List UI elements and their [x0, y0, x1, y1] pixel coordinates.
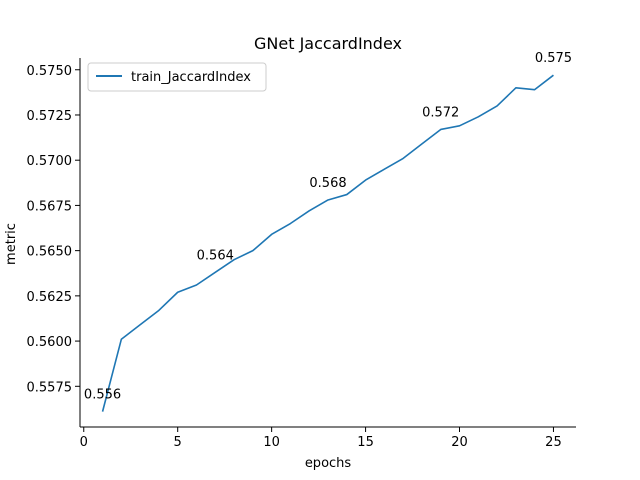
y-tick-label: 0.5650 [27, 245, 73, 260]
legend-frame [87, 62, 267, 92]
x-tick-label: 0 [80, 435, 88, 450]
x-tick-label: 15 [357, 435, 374, 450]
y-tick-label: 0.5675 [27, 199, 73, 214]
chart-title: GNet JaccardIndex [254, 34, 402, 53]
y-tick-label: 0.5575 [27, 380, 73, 395]
x-tick-label: 20 [451, 435, 468, 450]
data-label: 0.556 [84, 388, 121, 403]
plot-area: 0 5 10 15 20 25 0.5575 0.5600 0.5625 0.5650 0.5675… [27, 51, 576, 450]
data-label: 0.575 [535, 51, 572, 66]
x-tick-label: 5 [174, 435, 182, 450]
y-tick-label: 0.5700 [27, 154, 73, 169]
y-tick-label: 0.5625 [27, 290, 73, 305]
x-tick-label: 10 [263, 435, 280, 450]
y-tick-label: 0.5725 [27, 109, 73, 124]
data-label: 0.564 [197, 248, 234, 263]
y-tick-label: 0.5600 [27, 335, 73, 350]
x-tick-label: 25 [545, 435, 562, 450]
x-axis-label: epochs [305, 456, 352, 471]
legend: train_JaccardIndex [87, 62, 267, 92]
legend-label: train_JaccardIndex [131, 70, 251, 85]
data-label: 0.568 [309, 176, 346, 191]
y-axis-label: metric [4, 223, 19, 265]
data-label: 0.572 [422, 105, 459, 120]
y-tick-label: 0.5750 [27, 64, 73, 79]
series-line-train_JaccardIndex [101, 74, 554, 412]
